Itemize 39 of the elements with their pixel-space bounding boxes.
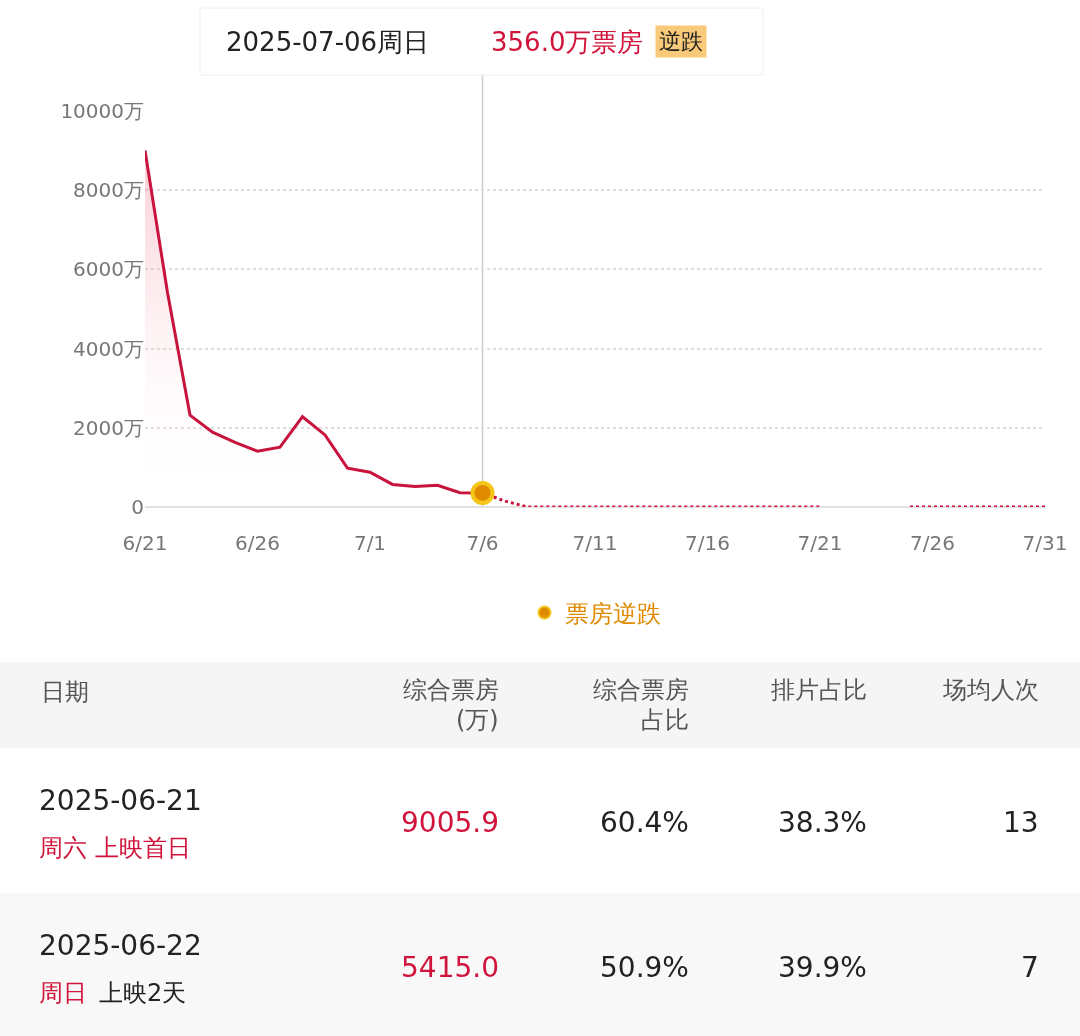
- x-tick-label: 7/21: [797, 531, 843, 555]
- text: 日期: [41, 678, 89, 706]
- text: 2025-07-06周日: [226, 27, 430, 57]
- y-tick-label: 10000万: [60, 99, 144, 123]
- y-tick-label: 6000万: [73, 257, 144, 282]
- x-tick-label: 7/6: [466, 531, 499, 555]
- text: 38.3%: [778, 806, 867, 839]
- text: 50.9%: [600, 951, 689, 984]
- text: 2025-06-21: [39, 784, 202, 817]
- y-tick-label: 8000万: [73, 178, 144, 203]
- x-tick-label: 6/21: [122, 531, 168, 555]
- text: 周六 上映首日: [39, 834, 191, 862]
- text: 9005.9: [401, 806, 499, 839]
- x-tick-label: 7/31: [1022, 531, 1068, 555]
- y-tick-label: 0: [131, 495, 144, 519]
- text: 60.4%: [600, 806, 689, 839]
- x-tick-label: 7/1: [353, 531, 387, 555]
- text: 7: [1021, 951, 1039, 984]
- text: 2025-06-22: [39, 929, 202, 962]
- text: 综合票房: [403, 676, 499, 704]
- text: 排片占比: [771, 676, 867, 704]
- text: 场均人次: [942, 676, 1039, 704]
- x-tick-label: 6/26: [235, 531, 280, 555]
- text: 占比: [641, 706, 689, 734]
- text: 上映2天: [99, 979, 187, 1007]
- text: 5415.0: [401, 951, 499, 984]
- text: (万): [456, 706, 499, 734]
- y-tick-label: 2000万: [73, 415, 144, 440]
- text: 周日: [39, 979, 87, 1007]
- text: 综合票房: [593, 676, 689, 704]
- legend-label: 票房逆跌: [564, 599, 661, 628]
- x-tick-label: 7/26: [910, 531, 955, 555]
- text: 逆跌: [659, 29, 703, 54]
- text: 356.0万票房: [491, 27, 644, 57]
- x-tick-label: 7/16: [685, 531, 730, 555]
- text: 13: [1003, 806, 1039, 839]
- x-tick-label: 7/11: [572, 531, 618, 555]
- y-tick-label: 4000万: [73, 336, 144, 361]
- text: 39.9%: [778, 951, 867, 984]
